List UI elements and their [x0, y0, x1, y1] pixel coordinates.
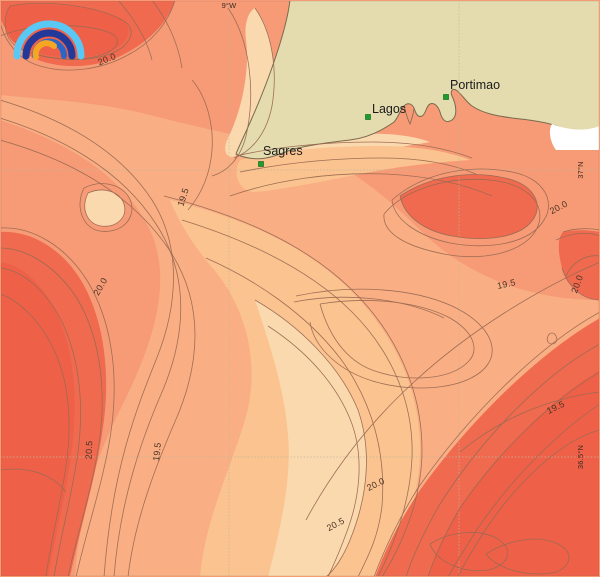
city-label-lagos: Lagos [372, 102, 406, 116]
rainbow-arc-logo[interactable] [12, 12, 86, 60]
city-label-group: Lagos Portimao Sagres [263, 78, 500, 158]
rainbow-arc-outer-lightblue [13, 20, 85, 60]
nodata-white-wedge [549, 124, 599, 150]
sst-pool-hot-left-core [1, 262, 75, 576]
lon-label-9w: 9°W [222, 1, 238, 10]
rainbow-arc-orange [32, 40, 57, 60]
land-inlet-lagos [403, 103, 415, 126]
sst-cool-shelf-band [236, 146, 470, 192]
city-label-portimao: Portimao [450, 78, 500, 92]
contour-label: 19.5 [496, 277, 516, 291]
contour-label: 19.5 [151, 442, 163, 462]
land-mass-portugal [235, 1, 599, 160]
sst-pool-hot-right-edge [558, 230, 599, 300]
city-marker-sagres[interactable] [258, 161, 264, 167]
sst-pool-hot-right-mid [400, 174, 538, 239]
sst-pool-hot-bottomright-core [428, 370, 599, 576]
sst-band-19-0 [255, 300, 367, 576]
rainbow-arc-navy [22, 29, 76, 60]
city-marker-group [258, 94, 449, 167]
sst-cool-blob-left [84, 190, 125, 227]
city-marker-lagos[interactable] [365, 114, 371, 120]
city-marker-portimao[interactable] [443, 94, 449, 100]
lat-label-37n: 37°N [576, 161, 585, 179]
contour-label: 20.5 [84, 440, 95, 459]
lat-label-365n: 36.5°N [576, 445, 585, 469]
axis-label-group: 9°W 37°N 36.5°N [222, 1, 585, 469]
city-label-sagres: Sagres [263, 144, 303, 158]
